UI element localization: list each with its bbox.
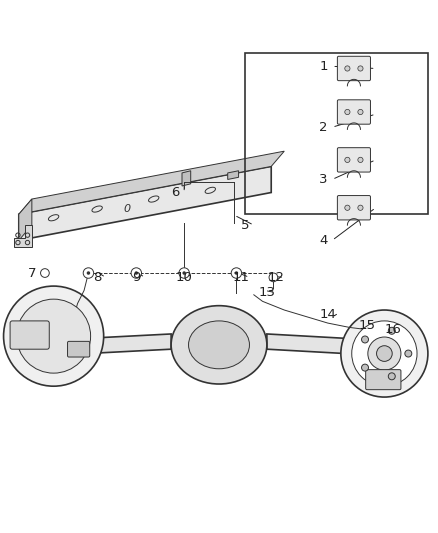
Circle shape [389, 373, 395, 380]
FancyBboxPatch shape [337, 148, 371, 172]
Circle shape [358, 66, 363, 71]
Ellipse shape [171, 305, 267, 384]
Text: 16: 16 [385, 323, 402, 336]
Circle shape [341, 310, 428, 397]
Text: 12: 12 [267, 271, 284, 284]
Text: 14: 14 [319, 308, 336, 321]
Circle shape [183, 271, 186, 275]
Text: 15: 15 [358, 319, 375, 332]
Circle shape [352, 321, 417, 386]
FancyBboxPatch shape [337, 56, 371, 80]
Ellipse shape [188, 321, 250, 369]
Text: 4: 4 [319, 234, 328, 247]
Polygon shape [182, 171, 191, 186]
Circle shape [131, 268, 141, 278]
Text: 5: 5 [241, 219, 249, 232]
Circle shape [358, 109, 363, 115]
Text: 3: 3 [319, 173, 328, 186]
Circle shape [377, 346, 392, 361]
FancyBboxPatch shape [366, 370, 401, 390]
Circle shape [87, 271, 90, 275]
Circle shape [345, 66, 350, 71]
Circle shape [134, 271, 138, 275]
Text: 11: 11 [232, 271, 249, 284]
Circle shape [389, 327, 395, 334]
Polygon shape [19, 166, 271, 240]
Circle shape [269, 273, 278, 282]
Circle shape [368, 337, 401, 370]
Circle shape [231, 268, 242, 278]
Circle shape [179, 268, 189, 278]
Circle shape [345, 205, 350, 211]
Text: 7: 7 [28, 266, 36, 279]
Text: 13: 13 [258, 286, 276, 299]
Circle shape [17, 299, 91, 373]
Circle shape [358, 157, 363, 163]
Text: 9: 9 [132, 271, 141, 284]
Polygon shape [228, 171, 239, 180]
Circle shape [4, 286, 104, 386]
FancyBboxPatch shape [10, 321, 49, 349]
Circle shape [361, 364, 368, 371]
Polygon shape [19, 199, 32, 240]
Circle shape [235, 271, 238, 275]
Text: 1: 1 [319, 60, 328, 73]
Circle shape [345, 157, 350, 163]
Polygon shape [14, 225, 32, 247]
Circle shape [345, 109, 350, 115]
Circle shape [361, 336, 368, 343]
Text: 10: 10 [176, 271, 193, 284]
Polygon shape [19, 151, 284, 214]
Text: 8: 8 [93, 271, 101, 284]
Circle shape [358, 205, 363, 211]
Text: 6: 6 [171, 186, 180, 199]
FancyBboxPatch shape [67, 341, 90, 357]
Text: 0: 0 [123, 204, 131, 214]
Bar [245, 53, 428, 214]
Circle shape [41, 269, 49, 277]
FancyBboxPatch shape [337, 196, 371, 220]
Circle shape [405, 350, 412, 357]
Text: 2: 2 [319, 121, 328, 134]
Polygon shape [267, 334, 385, 356]
Polygon shape [45, 334, 171, 356]
Circle shape [83, 268, 94, 278]
FancyBboxPatch shape [337, 100, 371, 124]
